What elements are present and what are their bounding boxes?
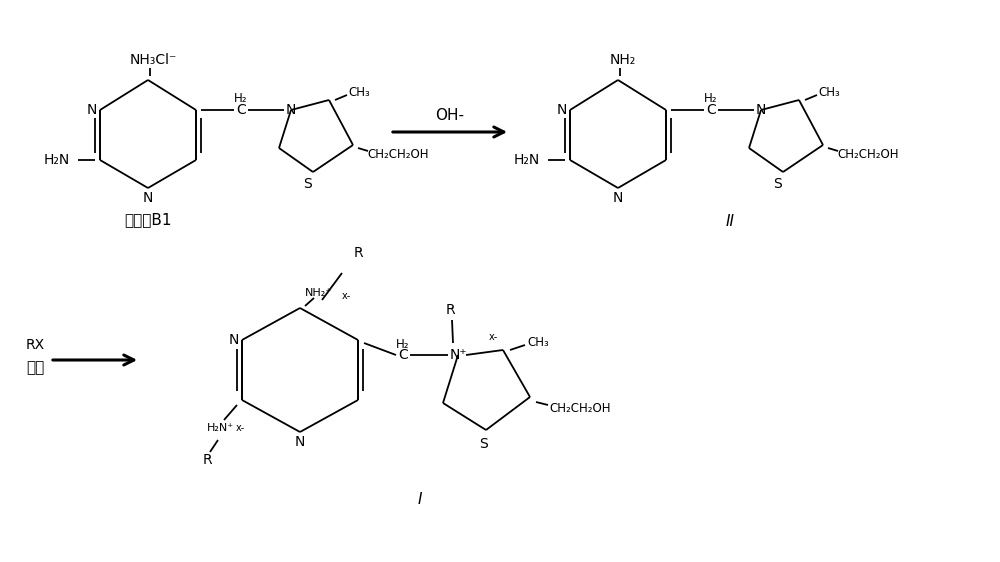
Text: N: N [613,191,623,205]
Text: NH₃Cl⁻: NH₃Cl⁻ [129,53,177,67]
Text: R: R [445,303,455,317]
Text: S: S [774,177,782,191]
Text: x-: x- [488,332,498,342]
Text: H₂: H₂ [396,338,410,351]
Text: S: S [304,177,312,191]
Text: II: II [726,215,734,229]
Text: R: R [353,246,363,260]
Text: OH-: OH- [436,107,464,123]
Text: NH₂: NH₂ [610,53,636,67]
Text: C: C [398,348,408,362]
Text: CH₃: CH₃ [818,85,840,98]
Text: H₂N⁺: H₂N⁺ [206,423,234,433]
Text: RX: RX [25,338,45,352]
Text: N: N [229,333,239,347]
Text: N: N [286,103,296,117]
Text: R: R [202,453,212,467]
Text: 维生素B1: 维生素B1 [124,212,172,228]
Text: S: S [480,437,488,451]
Text: N: N [557,103,567,117]
Text: CH₃: CH₃ [527,336,549,348]
Text: CH₂CH₂OH: CH₂CH₂OH [367,148,429,161]
Text: CH₂CH₂OH: CH₂CH₂OH [837,148,899,161]
Text: H₂: H₂ [234,93,248,106]
Text: H₂N: H₂N [514,153,540,167]
Text: N: N [87,103,97,117]
Text: NH₂⁺: NH₂⁺ [304,288,332,298]
Text: CH₃: CH₃ [348,85,370,98]
Text: N⁺: N⁺ [449,348,467,362]
Text: C: C [706,103,716,117]
Text: x-: x- [235,423,245,433]
Text: CH₂CH₂OH: CH₂CH₂OH [549,402,611,415]
Text: N: N [295,435,305,449]
Text: x-: x- [341,291,351,301]
Text: H₂N: H₂N [44,153,70,167]
Text: C: C [236,103,246,117]
Text: I: I [418,492,422,507]
Text: N: N [756,103,766,117]
Text: 回流: 回流 [26,360,44,375]
Text: N: N [143,191,153,205]
Text: H₂: H₂ [704,93,718,106]
